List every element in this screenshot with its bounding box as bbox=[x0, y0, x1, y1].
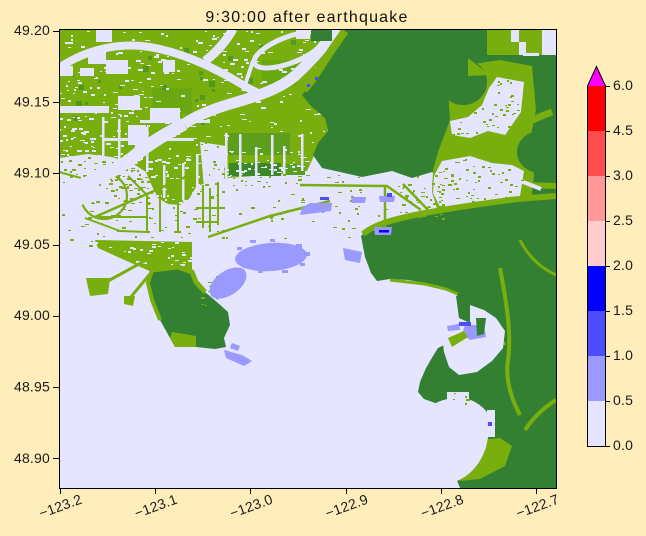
svg-text:48.95: 48.95 bbox=[14, 379, 50, 395]
svg-text:0.0: 0.0 bbox=[613, 437, 633, 453]
svg-text:1.5: 1.5 bbox=[613, 302, 633, 318]
svg-text:2.5: 2.5 bbox=[613, 212, 633, 228]
svg-text:6.0: 6.0 bbox=[613, 77, 633, 93]
svg-text:49.15: 49.15 bbox=[14, 93, 50, 109]
svg-text:48.90: 48.90 bbox=[14, 450, 50, 466]
svg-text:0.5: 0.5 bbox=[613, 392, 633, 408]
svg-text:49.05: 49.05 bbox=[14, 236, 50, 252]
svg-text:9:30:00 after earthquake: 9:30:00 after earthquake bbox=[205, 9, 408, 26]
svg-text:2.0: 2.0 bbox=[613, 257, 633, 273]
svg-text:4.5: 4.5 bbox=[613, 122, 633, 138]
svg-text:49.00: 49.00 bbox=[14, 307, 50, 323]
svg-text:49.10: 49.10 bbox=[14, 165, 50, 181]
svg-text:3.0: 3.0 bbox=[613, 167, 633, 183]
svg-text:1.0: 1.0 bbox=[613, 347, 633, 363]
svg-text:49.20: 49.20 bbox=[14, 22, 50, 38]
